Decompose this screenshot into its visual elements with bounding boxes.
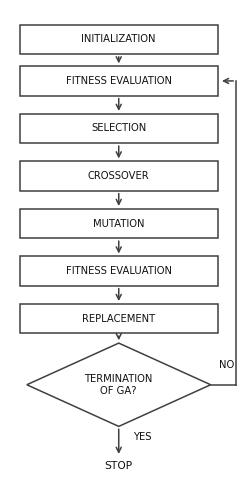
Text: TERMINATION
OF GA?: TERMINATION OF GA?	[85, 374, 153, 396]
FancyBboxPatch shape	[20, 24, 218, 54]
FancyBboxPatch shape	[20, 162, 218, 190]
Text: NO: NO	[219, 360, 234, 370]
Text: FITNESS EVALUATION: FITNESS EVALUATION	[66, 76, 172, 86]
Text: INITIALIZATION: INITIALIZATION	[81, 34, 156, 44]
Text: STOP: STOP	[105, 460, 133, 470]
Text: SELECTION: SELECTION	[91, 124, 146, 134]
FancyBboxPatch shape	[20, 209, 218, 238]
FancyBboxPatch shape	[20, 114, 218, 143]
FancyBboxPatch shape	[20, 304, 218, 334]
Text: CROSSOVER: CROSSOVER	[88, 171, 149, 181]
Text: MUTATION: MUTATION	[93, 218, 144, 228]
Text: YES: YES	[133, 432, 152, 442]
Text: FITNESS EVALUATION: FITNESS EVALUATION	[66, 266, 172, 276]
Text: REPLACEMENT: REPLACEMENT	[82, 314, 155, 324]
FancyBboxPatch shape	[20, 66, 218, 96]
Polygon shape	[27, 343, 211, 426]
FancyBboxPatch shape	[20, 256, 218, 286]
